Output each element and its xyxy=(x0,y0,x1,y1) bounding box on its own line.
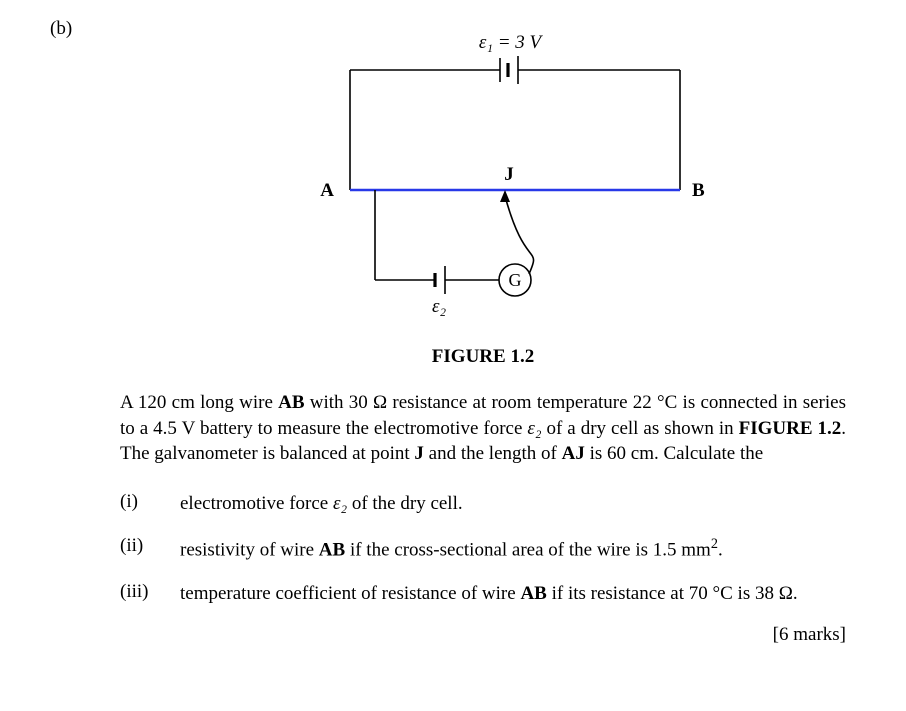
para-text: of a dry cell as shown in xyxy=(541,418,738,439)
sub-question-number: (ii) xyxy=(120,535,180,563)
sub-question-number: (iii) xyxy=(120,581,180,607)
question-part: (b) Gε₁ = 3 VABJε₂ FIGURE 1.2 A 120 cm l… xyxy=(0,0,906,666)
wire-AB: AB xyxy=(319,539,345,560)
sub-question-text: electromotive force ε₂ of the dry cell. xyxy=(180,491,846,517)
part-label: (b) xyxy=(50,18,72,40)
sub-question-text: temperature coefficient of resistance of… xyxy=(180,581,846,607)
point-J: J xyxy=(414,443,424,464)
svg-text:A: A xyxy=(320,180,334,201)
q-text: of the dry cell. xyxy=(347,493,463,514)
q-text: if the cross-sectional area of the wire … xyxy=(345,539,711,560)
superscript: 2 xyxy=(711,536,718,552)
q-text: electromotive force xyxy=(180,493,333,514)
figure-container: Gε₁ = 3 V A B Jε₂ FIGURE 1.2 xyxy=(120,20,846,368)
figure-caption: FIGURE 1.2 xyxy=(120,346,846,368)
emf2-symbol: ε₂ xyxy=(333,493,347,514)
figure-ref: FIGURE 1.2 xyxy=(739,418,842,439)
para-text: and the length of xyxy=(424,443,562,464)
circuit-svg: Gε₁ = 3 V A B Jε₂ xyxy=(290,20,740,340)
q-text: resistivity of wire xyxy=(180,539,319,560)
svg-text:G: G xyxy=(509,270,522,290)
svg-text:B: B xyxy=(692,180,705,201)
sub-question: (ii) resistivity of wire AB if the cross… xyxy=(120,535,846,563)
svg-text:ε₁ = 3 V: ε₁ = 3 V xyxy=(479,32,544,53)
q-text: if its resistance at 70 °C is 38 Ω. xyxy=(547,583,798,604)
sub-question: (iii) temperature coefficient of resista… xyxy=(120,581,846,607)
para-text: is 60 cm. Calculate the xyxy=(585,443,763,464)
svg-text:J: J xyxy=(504,164,514,185)
wire-AB: AB xyxy=(278,392,304,413)
sub-question-text: resistivity of wire AB if the cross-sect… xyxy=(180,535,846,563)
q-text: temperature coefficient of resistance of… xyxy=(180,583,520,604)
emf2-symbol: ε₂ xyxy=(527,418,541,439)
circuit-figure: Gε₁ = 3 V A B Jε₂ xyxy=(290,20,740,340)
sub-question-number: (i) xyxy=(120,491,180,517)
para-text: A 120 cm long wire xyxy=(120,392,278,413)
question-paragraph: A 120 cm long wire AB with 30 Ω resistan… xyxy=(120,390,846,467)
svg-text:ε₂: ε₂ xyxy=(432,296,446,317)
marks-label: [6 marks] xyxy=(120,624,846,646)
sub-questions: (i) electromotive force ε₂ of the dry ce… xyxy=(120,491,846,606)
sub-question: (i) electromotive force ε₂ of the dry ce… xyxy=(120,491,846,517)
segment-AJ: AJ xyxy=(562,443,585,464)
wire-AB: AB xyxy=(520,583,546,604)
q-text: . xyxy=(718,539,723,560)
